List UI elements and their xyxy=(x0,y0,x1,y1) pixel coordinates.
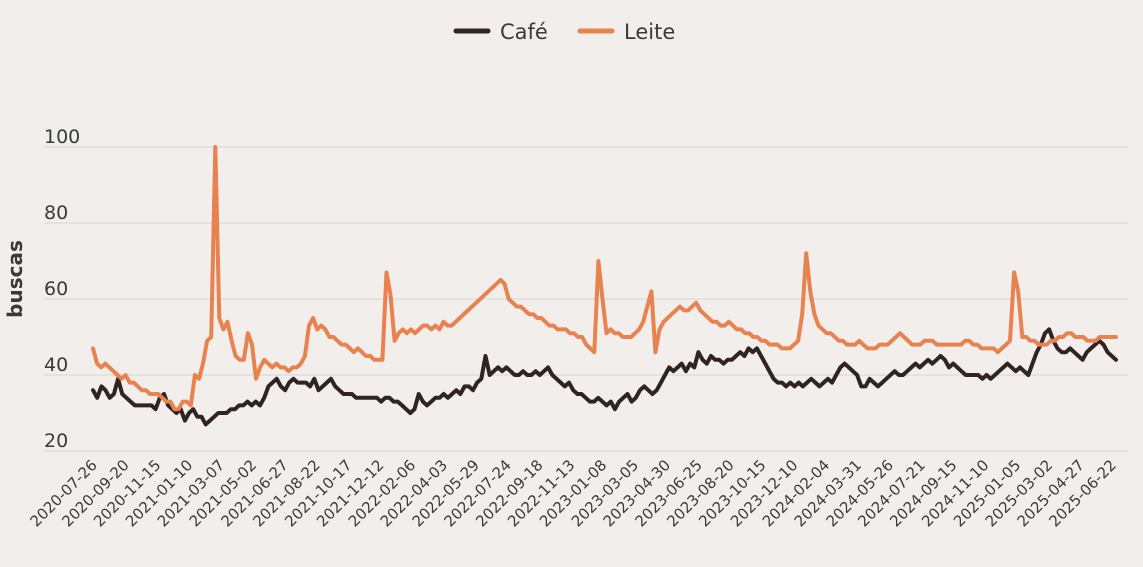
y-tick-label: 100 xyxy=(44,126,80,148)
y-tick-label: 40 xyxy=(44,354,68,376)
y-tick-label: 80 xyxy=(44,202,68,224)
series-line-leite xyxy=(91,145,1118,412)
x-axis-ticks: 2020-07-262020-09-202020-11-152021-01-10… xyxy=(26,456,1119,530)
legend-label-cafe: Café xyxy=(500,20,548,44)
y-tick-label: 20 xyxy=(44,430,68,452)
y-axis-label: buscas xyxy=(3,240,27,318)
y-tick-label: 60 xyxy=(44,278,68,300)
series-line-cafe xyxy=(91,327,1118,427)
series-lines xyxy=(91,145,1118,427)
legend-label-leite: Leite xyxy=(624,20,675,44)
gridlines xyxy=(44,146,1128,452)
legend: Café Leite xyxy=(453,20,675,44)
y-axis-ticks: 20 40 60 80 100 xyxy=(44,126,80,452)
